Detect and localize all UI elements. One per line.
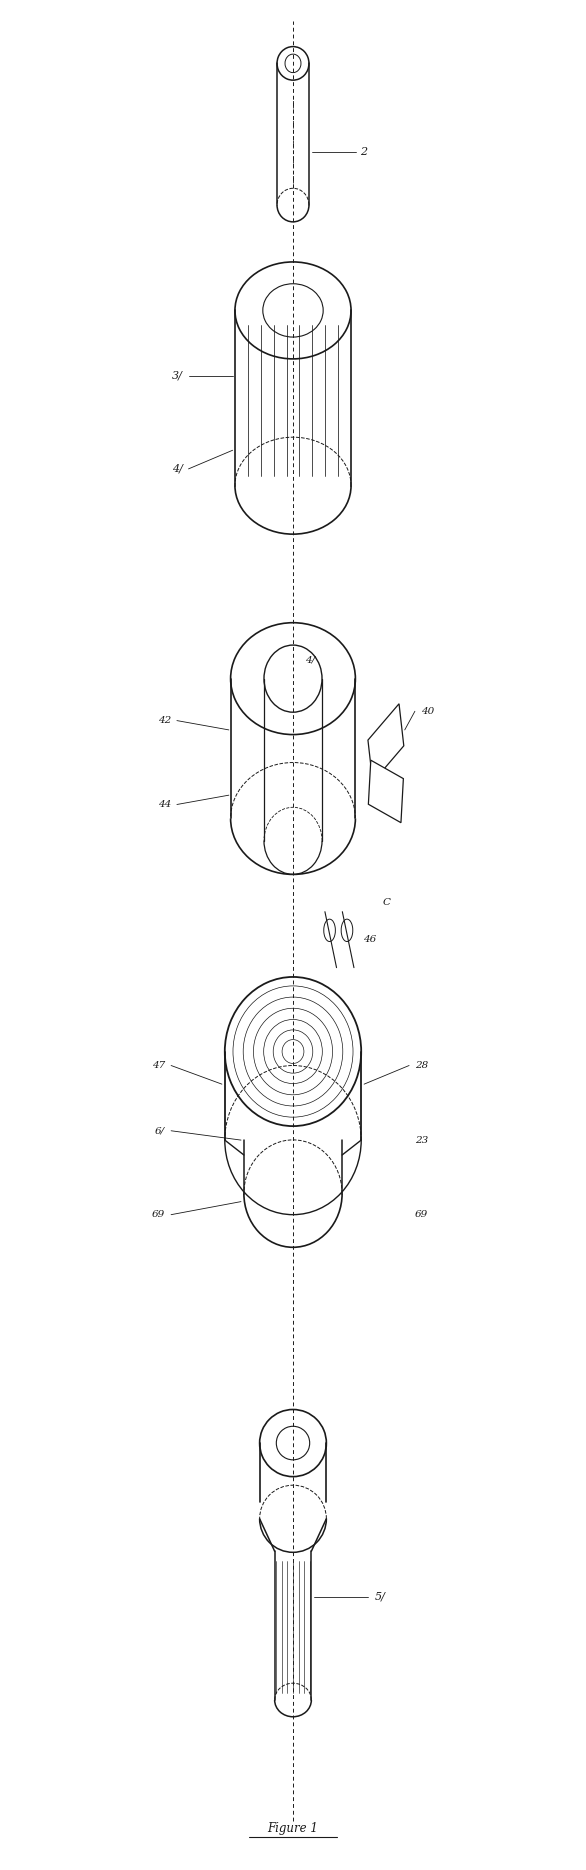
Text: C: C (383, 898, 391, 907)
Text: 6/: 6/ (155, 1126, 165, 1135)
FancyBboxPatch shape (369, 761, 403, 823)
Text: 40: 40 (421, 707, 434, 716)
Text: 42: 42 (158, 716, 171, 726)
Text: 28: 28 (415, 1060, 428, 1070)
Text: 4/: 4/ (172, 464, 183, 473)
Text: 46: 46 (363, 935, 376, 944)
Text: 23: 23 (415, 1135, 428, 1144)
Text: Figure 1: Figure 1 (268, 1821, 318, 1834)
FancyBboxPatch shape (368, 703, 404, 782)
Text: 2: 2 (360, 148, 367, 157)
Text: 4/: 4/ (305, 656, 315, 664)
Text: 47: 47 (152, 1060, 165, 1070)
Text: 5/: 5/ (374, 1591, 385, 1603)
Text: 3/: 3/ (172, 370, 183, 381)
Text: 44: 44 (158, 800, 171, 810)
Text: 69: 69 (152, 1210, 165, 1219)
Text: 69: 69 (415, 1210, 428, 1219)
